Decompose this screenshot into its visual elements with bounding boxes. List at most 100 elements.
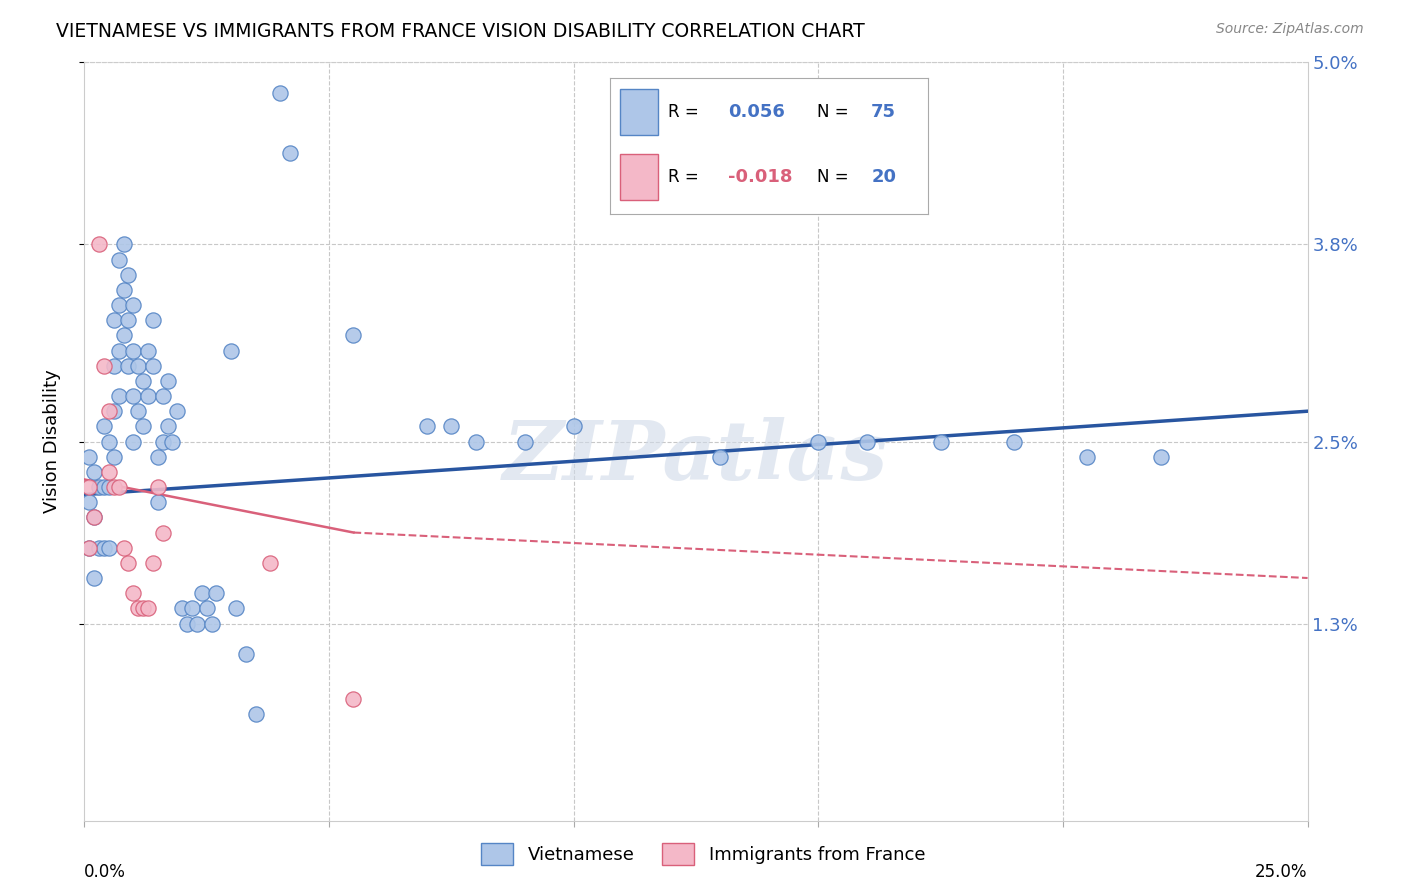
Legend: Vietnamese, Immigrants from France: Vietnamese, Immigrants from France: [472, 834, 934, 874]
Point: [103, 313, 125, 327]
Point: [122, 586, 145, 600]
Point: [103, 480, 125, 494]
Point: [107, 343, 129, 358]
Point: [172, 601, 194, 615]
Point: [1002, 434, 1025, 449]
Point: [112, 328, 135, 343]
Point: [166, 404, 188, 418]
Point: [146, 450, 169, 464]
Point: [93, 359, 115, 373]
Point: [146, 495, 169, 509]
Y-axis label: Vision Disability: Vision Disability: [42, 369, 60, 514]
Point: [142, 359, 165, 373]
Point: [709, 450, 731, 464]
Point: [205, 586, 228, 600]
Point: [132, 374, 155, 388]
Point: [97, 480, 120, 494]
Point: [122, 298, 145, 312]
Point: [93, 541, 115, 555]
Point: [342, 328, 364, 343]
Text: VIETNAMESE VS IMMIGRANTS FROM FRANCE VISION DISABILITY CORRELATION CHART: VIETNAMESE VS IMMIGRANTS FROM FRANCE VIS…: [56, 22, 865, 41]
Point: [77, 480, 100, 494]
Point: [219, 343, 242, 358]
Text: Source: ZipAtlas.com: Source: ZipAtlas.com: [1216, 22, 1364, 37]
Point: [152, 525, 174, 540]
Point: [342, 692, 364, 706]
Point: [77, 541, 100, 555]
Point: [83, 510, 105, 524]
Point: [103, 450, 125, 464]
Point: [77, 450, 100, 464]
Point: [181, 601, 204, 615]
Point: [112, 237, 135, 252]
Point: [112, 283, 135, 297]
Point: [235, 647, 257, 661]
Point: [107, 389, 129, 403]
Point: [93, 419, 115, 434]
Point: [97, 465, 120, 479]
Point: [200, 616, 222, 631]
Point: [440, 419, 463, 434]
Point: [856, 434, 879, 449]
Point: [156, 419, 179, 434]
Point: [278, 146, 301, 161]
Point: [513, 434, 536, 449]
Point: [87, 237, 110, 252]
Point: [929, 434, 952, 449]
Text: ZIPatlas: ZIPatlas: [503, 417, 889, 497]
Point: [259, 556, 281, 570]
Point: [156, 374, 179, 388]
Point: [103, 404, 125, 418]
Point: [127, 359, 149, 373]
Point: [186, 616, 208, 631]
Point: [93, 480, 115, 494]
Point: [87, 480, 110, 494]
Point: [127, 601, 149, 615]
Point: [464, 434, 486, 449]
Point: [122, 434, 145, 449]
Point: [117, 268, 139, 282]
Point: [117, 359, 139, 373]
Point: [87, 541, 110, 555]
Point: [97, 434, 120, 449]
Text: 0.0%: 0.0%: [84, 863, 127, 881]
Point: [122, 343, 145, 358]
Point: [83, 465, 105, 479]
Point: [77, 495, 100, 509]
Point: [152, 434, 174, 449]
Point: [107, 298, 129, 312]
Point: [136, 601, 159, 615]
Text: 25.0%: 25.0%: [1256, 863, 1308, 881]
Point: [103, 359, 125, 373]
Point: [1076, 450, 1098, 464]
Point: [132, 419, 155, 434]
Point: [176, 616, 198, 631]
Point: [83, 571, 105, 585]
Point: [142, 556, 165, 570]
Point: [562, 419, 585, 434]
Point: [195, 601, 218, 615]
Point: [83, 510, 105, 524]
Point: [107, 252, 129, 267]
Point: [97, 541, 120, 555]
Point: [146, 480, 169, 494]
Point: [77, 541, 100, 555]
Point: [152, 389, 174, 403]
Point: [122, 389, 145, 403]
Point: [136, 343, 159, 358]
Point: [162, 434, 184, 449]
Point: [269, 86, 291, 100]
Point: [245, 707, 267, 722]
Point: [1150, 450, 1173, 464]
Point: [107, 480, 129, 494]
Point: [136, 389, 159, 403]
Point: [117, 313, 139, 327]
Point: [117, 556, 139, 570]
Point: [97, 404, 120, 418]
Point: [142, 313, 165, 327]
Point: [416, 419, 439, 434]
Point: [807, 434, 830, 449]
Point: [127, 404, 149, 418]
Point: [112, 541, 135, 555]
Point: [225, 601, 247, 615]
